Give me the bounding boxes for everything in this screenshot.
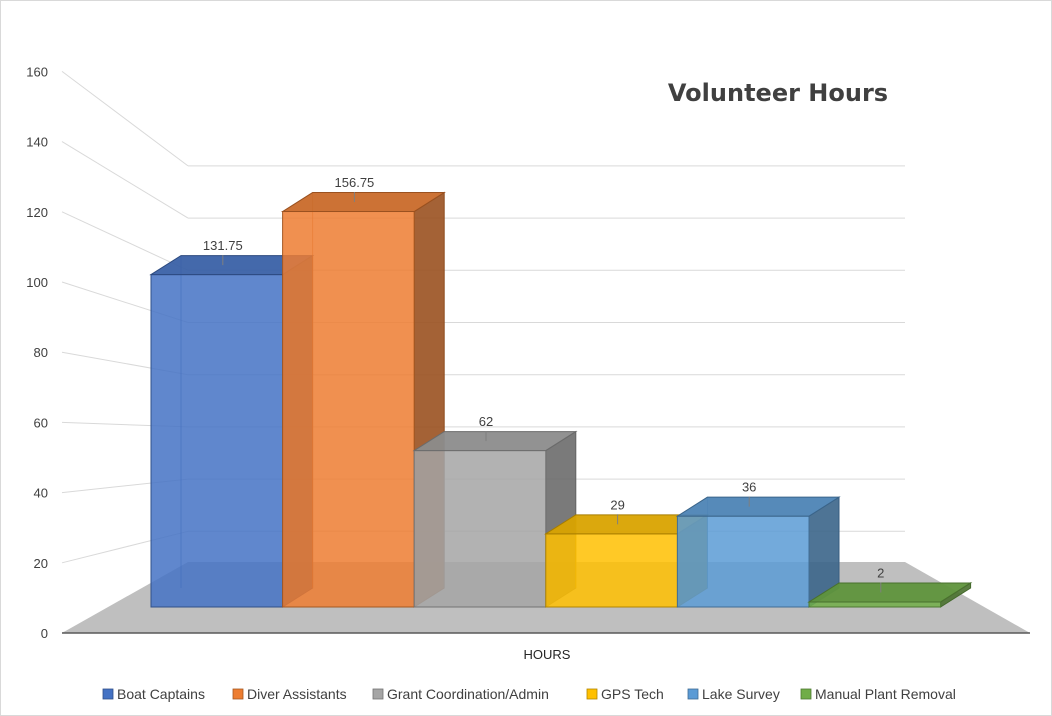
bar-top-face [412,431,578,452]
y-axis-ticks: 0 20 40 60 80 100 120 140 160 [26,64,48,641]
data-label: 62 [479,414,493,429]
side-gridline [61,71,189,167]
bar-top-face [675,496,841,517]
side-gridline [61,211,189,271]
data-labels: 131.75 156.75 62 29 36 2 [203,175,884,593]
legend-entry[interactable]: Grant Coordination/Admin [387,686,549,702]
bar-front-face [676,515,810,608]
y-tick-label: 120 [26,205,48,220]
bar-manual-plant-removal [807,582,973,608]
bar-front-face [545,533,678,608]
y-tick-label: 60 [34,415,48,430]
data-label: 29 [610,497,624,512]
y-tick-label: 140 [26,135,48,150]
y-tick-label: 100 [26,275,48,290]
legend-entry[interactable]: Lake Survey [702,686,780,702]
legend-swatch [586,688,598,700]
legend-entry[interactable]: Manual Plant Removal [815,686,956,702]
x-category-label: HOURS [524,647,571,662]
chart-title: Volunteer Hours [668,79,888,107]
bar-front-face [413,450,547,608]
legend-entry[interactable]: Diver Assistants [247,686,347,702]
legend[interactable]: Boat Captains Diver Assistants Grant Coord… [102,686,956,702]
bar-front-face [150,274,284,608]
bar-front-face [808,601,942,608]
legend-swatch [800,688,812,700]
legend-entry[interactable]: Boat Captains [117,686,205,702]
bar-top-face [807,582,973,603]
legend-swatch [102,688,114,700]
bars [149,191,973,608]
data-label: 156.75 [335,175,375,190]
data-label: 131.75 [203,238,243,253]
legend-swatch [372,688,384,700]
bar-front-face [282,211,415,608]
y-tick-label: 20 [34,556,48,571]
y-tick-label: 0 [41,626,48,641]
y-tick-label: 160 [26,64,48,79]
legend-swatch [687,688,699,700]
legend-entry[interactable]: GPS Tech [601,686,664,702]
y-tick-label: 40 [34,486,48,501]
bar-diver-assistants [280,191,446,608]
bar-top-face [280,192,446,213]
data-label: 2 [877,565,884,580]
data-label: 36 [742,480,756,495]
bar-lake-survey [675,496,841,608]
side-gridline [61,141,189,219]
legend-swatch [232,688,244,700]
y-tick-label: 80 [34,345,48,360]
